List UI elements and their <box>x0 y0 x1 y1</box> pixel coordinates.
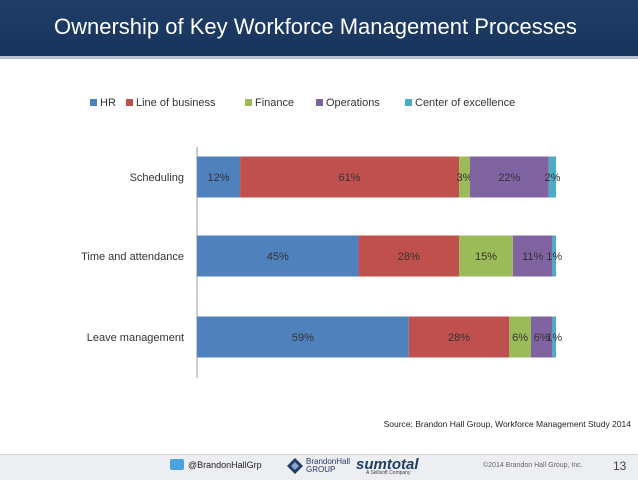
category-label-0: Scheduling <box>130 172 184 184</box>
data-label-0-0: 12% <box>208 172 230 184</box>
legend-swatch-1 <box>126 99 133 106</box>
data-label-0-2: 3% <box>457 172 473 184</box>
bar-1-1 <box>358 235 460 277</box>
legend-swatch-4 <box>405 99 412 106</box>
bar-0-3 <box>469 156 549 198</box>
legend-label-2: Finance <box>255 97 294 109</box>
bar-2-0 <box>197 316 409 358</box>
bar-0-2 <box>459 156 470 198</box>
data-label-1-0: 45% <box>267 251 289 263</box>
category-label-2: Leave management <box>87 332 184 344</box>
data-label-1-1: 28% <box>398 251 420 263</box>
data-label-2-2: 6% <box>512 332 528 344</box>
legend-swatch-2 <box>245 99 252 106</box>
page-number: 13 <box>613 459 627 473</box>
footer-bar: @BrandonHallGrp BrandonHall GROUP sumtot… <box>0 454 638 480</box>
data-label-2-4: 1% <box>546 332 562 344</box>
bar-0-1 <box>240 156 460 198</box>
twitter-icon <box>170 459 184 470</box>
bar-2-2 <box>509 316 531 358</box>
legend-label-0: HR <box>100 97 116 109</box>
data-label-0-4: 2% <box>544 172 560 184</box>
data-label-1-3: 11% <box>522 251 543 263</box>
bar-2-4 <box>552 316 556 358</box>
data-label-1-4: 1% <box>546 251 562 263</box>
legend-label-1: Line of business <box>136 97 216 109</box>
bar-2-3 <box>530 316 553 358</box>
data-label-0-3: 22% <box>498 172 520 184</box>
sumtotal-logo: sumtotal <box>356 456 419 473</box>
twitter-handle[interactable]: @BrandonHallGrp <box>170 459 262 470</box>
bar-0-4 <box>548 156 556 198</box>
data-label-2-3: 6% <box>534 332 550 344</box>
legend-swatch-3 <box>316 99 323 106</box>
bar-1-0 <box>197 235 359 277</box>
bar-1-4 <box>552 235 556 277</box>
source-note: Source: Brandon Hall Group, Workforce Ma… <box>384 419 632 429</box>
bar-1-2 <box>459 235 513 277</box>
stacked-bar-chart: HR Line of business Finance Operations Cente… <box>81 97 632 429</box>
title-bar: Ownership of Key Workforce Management Pr… <box>0 0 638 59</box>
bar-0-0 <box>197 156 241 198</box>
copyright: ©2014 Brandon Hall Group, Inc. <box>483 462 583 469</box>
brandon-hall-icon <box>287 458 303 474</box>
data-label-0-1: 61% <box>339 172 361 184</box>
legend-swatch-0 <box>90 99 97 106</box>
brandon-hall-logo: BrandonHall GROUP <box>286 457 350 475</box>
brandon-hall-text: BrandonHall GROUP <box>306 458 350 474</box>
data-label-2-1: 28% <box>448 332 470 344</box>
bar-2-1 <box>408 316 510 358</box>
legend-label-4: Center of excellence <box>415 97 515 109</box>
twitter-label: @BrandonHallGrp <box>188 459 262 470</box>
bar-1-3 <box>512 235 553 277</box>
category-label-1: Time and attendance <box>81 251 184 263</box>
data-label-1-2: 15% <box>475 251 497 263</box>
logo-text-2: GROUP <box>306 465 336 474</box>
logo-text-1: BrandonHall <box>306 457 351 466</box>
sumtotal-subtitle: A Skillsoft Company <box>366 470 411 476</box>
data-label-2-0: 59% <box>292 332 314 344</box>
legend-label-3: Operations <box>326 97 380 109</box>
slide-title: Ownership of Key Workforce Management Pr… <box>54 14 577 39</box>
